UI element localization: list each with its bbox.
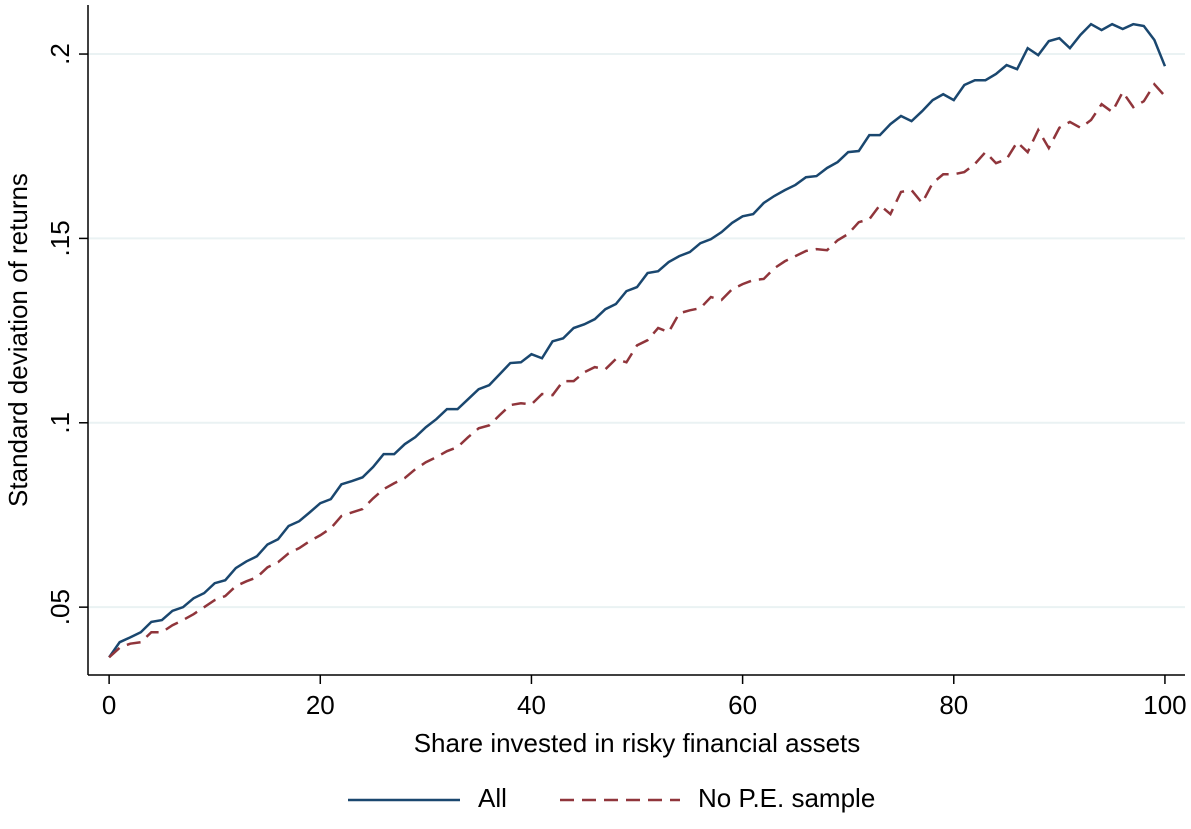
x-axis-title: Share invested in risky financial assets — [414, 728, 861, 758]
x-tick-label: 20 — [306, 690, 335, 720]
line-series — [108, 22, 1167, 659]
y-tick-label: .1 — [45, 412, 75, 434]
y-tick-label: .2 — [45, 43, 75, 65]
y-axis-title: Standard deviation of returns — [3, 173, 33, 507]
line-series — [108, 82, 1166, 659]
x-tick-label: 100 — [1143, 690, 1186, 720]
x-tick-label: 60 — [728, 690, 757, 720]
y-tick-label: .15 — [45, 220, 75, 256]
x-tick-label: 40 — [517, 690, 546, 720]
legend-label: All — [478, 783, 507, 813]
legend-label: No P.E. sample — [698, 783, 875, 813]
x-tick-label: 0 — [102, 690, 116, 720]
y-tick-label: .05 — [45, 589, 75, 625]
x-tick-label: 80 — [939, 690, 968, 720]
